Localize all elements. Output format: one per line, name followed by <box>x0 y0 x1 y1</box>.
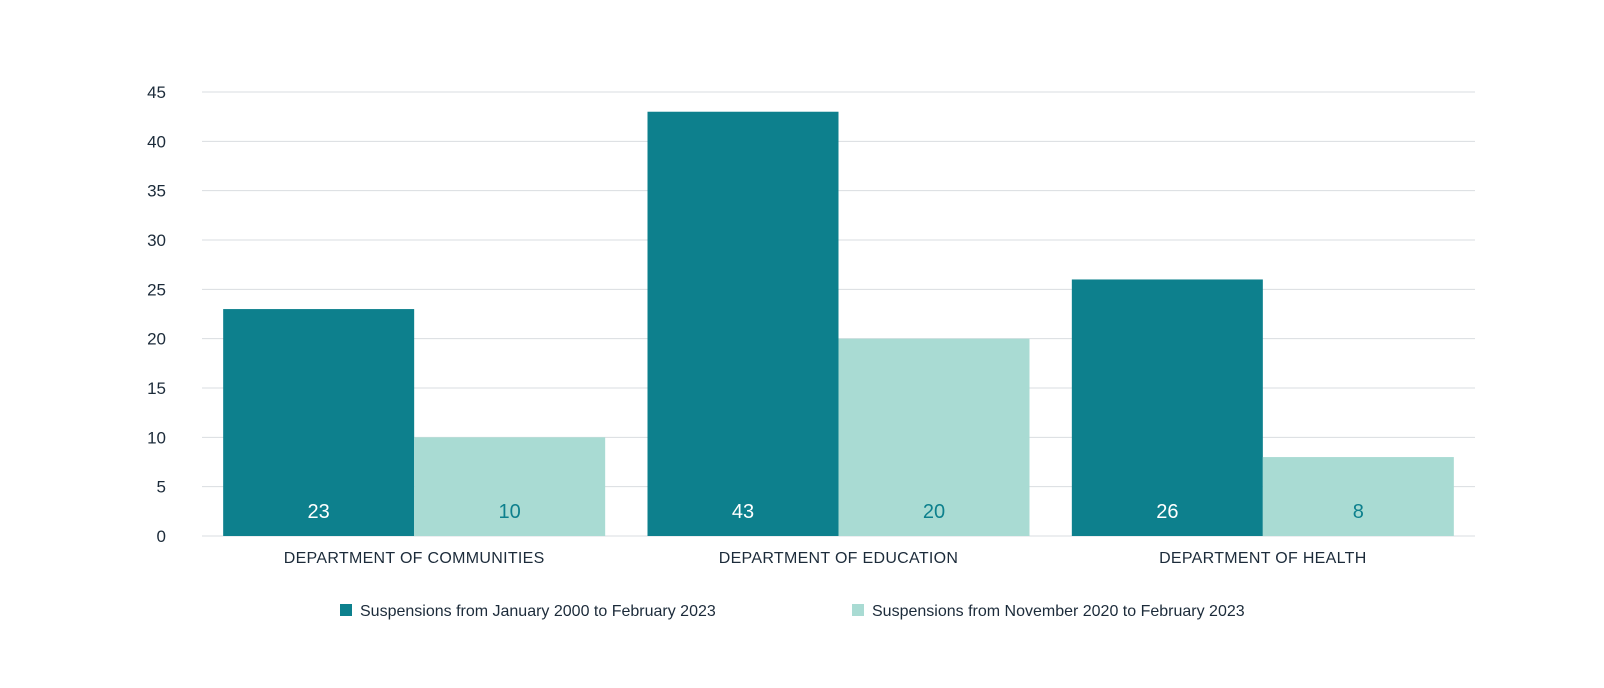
bar <box>647 111 839 536</box>
bar <box>838 338 1030 536</box>
value-labels: 23 10 43 20 26 8 <box>308 501 1364 523</box>
y-tick-label: 10 <box>147 428 166 447</box>
y-tick-label: 0 <box>157 527 166 546</box>
y-axis-ticks: 0 5 10 15 20 25 30 35 40 45 <box>147 83 166 546</box>
y-tick-label: 15 <box>147 379 166 398</box>
bar-value-label: 20 <box>923 501 945 523</box>
bar <box>414 437 606 536</box>
bar-value-label: 8 <box>1353 501 1364 523</box>
legend: Suspensions from January 2000 to Februar… <box>340 603 1245 620</box>
x-axis-categories: DEPARTMENT OF COMMUNITIES DEPARTMENT OF E… <box>284 550 1367 567</box>
y-tick-label: 20 <box>147 330 166 349</box>
bars <box>223 111 1454 536</box>
x-category-label: DEPARTMENT OF COMMUNITIES <box>284 550 545 567</box>
x-category-label: DEPARTMENT OF HEALTH <box>1159 550 1367 567</box>
bar <box>1071 279 1263 536</box>
bar-value-label: 26 <box>1156 501 1178 523</box>
y-tick-label: 25 <box>147 280 166 299</box>
bar-value-label: 10 <box>499 501 521 523</box>
bar <box>223 309 415 536</box>
y-tick-label: 35 <box>147 182 166 201</box>
legend-label: Suspensions from November 2020 to Februa… <box>872 603 1245 620</box>
x-category-label: DEPARTMENT OF EDUCATION <box>719 550 959 567</box>
y-tick-label: 5 <box>157 478 166 497</box>
legend-swatch <box>340 604 352 616</box>
bar <box>1262 457 1454 536</box>
y-tick-label: 30 <box>147 231 166 250</box>
legend-label: Suspensions from January 2000 to Februar… <box>360 603 716 620</box>
legend-swatch <box>852 604 864 616</box>
y-tick-label: 40 <box>147 132 166 151</box>
bar-value-label: 23 <box>308 501 330 523</box>
bar-value-label: 43 <box>732 501 754 523</box>
y-tick-label: 45 <box>147 83 166 102</box>
